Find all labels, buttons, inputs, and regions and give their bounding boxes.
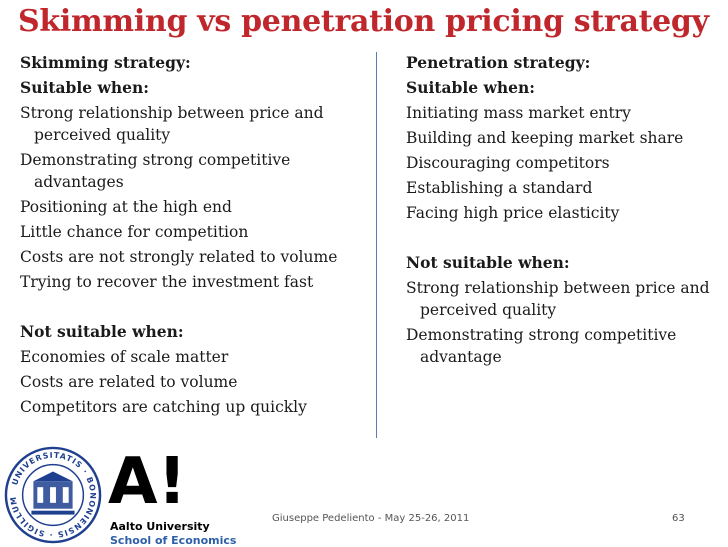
aalto-mark: A! xyxy=(108,445,187,519)
aalto-name: Aalto University xyxy=(110,520,210,533)
skimming-heading: Skimming strategy: xyxy=(20,53,191,72)
aalto-university-logo: A! Aalto University School of Economics xyxy=(108,445,240,547)
list-item: Competitors are catching up quickly xyxy=(20,398,307,416)
bologna-seal-logo: UNIVERSITATIS · BONONIENSIS · SIGILLUM xyxy=(4,446,102,544)
list-item: Initiating mass market entry xyxy=(406,104,631,122)
list-item: Costs are not strongly related to volume xyxy=(20,248,338,266)
penetration-suitable-heading: Suitable when: xyxy=(406,78,536,97)
penetration-heading: Penetration strategy: xyxy=(406,53,591,72)
skimming-suitable-heading: Suitable when: xyxy=(20,78,150,97)
list-item: Strong relationship between price and pe… xyxy=(406,279,710,319)
footer-author: Giuseppe Pedeliento - May 25-26, 2011 xyxy=(272,513,470,524)
penetration-column: Penetration strategy: Suitable when: Ini… xyxy=(406,52,716,371)
list-item: Trying to recover the investment fast xyxy=(20,273,314,291)
penetration-not-suitable-heading: Not suitable when: xyxy=(406,253,570,272)
list-item: Building and keeping market share xyxy=(406,129,684,147)
slide-title: Skimming vs penetration pricing strategy xyxy=(18,4,709,39)
skimming-not-suitable-heading: Not suitable when: xyxy=(20,322,184,341)
list-item: Little chance for competition xyxy=(20,223,249,241)
list-item: Economies of scale matter xyxy=(20,348,229,366)
list-item: Strong relationship between price and pe… xyxy=(20,104,324,144)
aalto-school: School of Economics xyxy=(110,534,237,547)
list-item: Establishing a standard xyxy=(406,179,593,197)
skimming-column: Skimming strategy: Suitable when: Strong… xyxy=(20,52,365,421)
column-divider xyxy=(376,52,377,438)
list-item: Discouraging competitors xyxy=(406,154,610,172)
page-number: 63 xyxy=(672,513,685,524)
list-item: Facing high price elasticity xyxy=(406,204,620,222)
list-item: Demonstrating strong competitive advanta… xyxy=(406,326,677,366)
list-item: Demonstrating strong competitive advanta… xyxy=(20,151,291,191)
list-item: Costs are related to volume xyxy=(20,373,238,391)
list-item: Positioning at the high end xyxy=(20,198,232,216)
